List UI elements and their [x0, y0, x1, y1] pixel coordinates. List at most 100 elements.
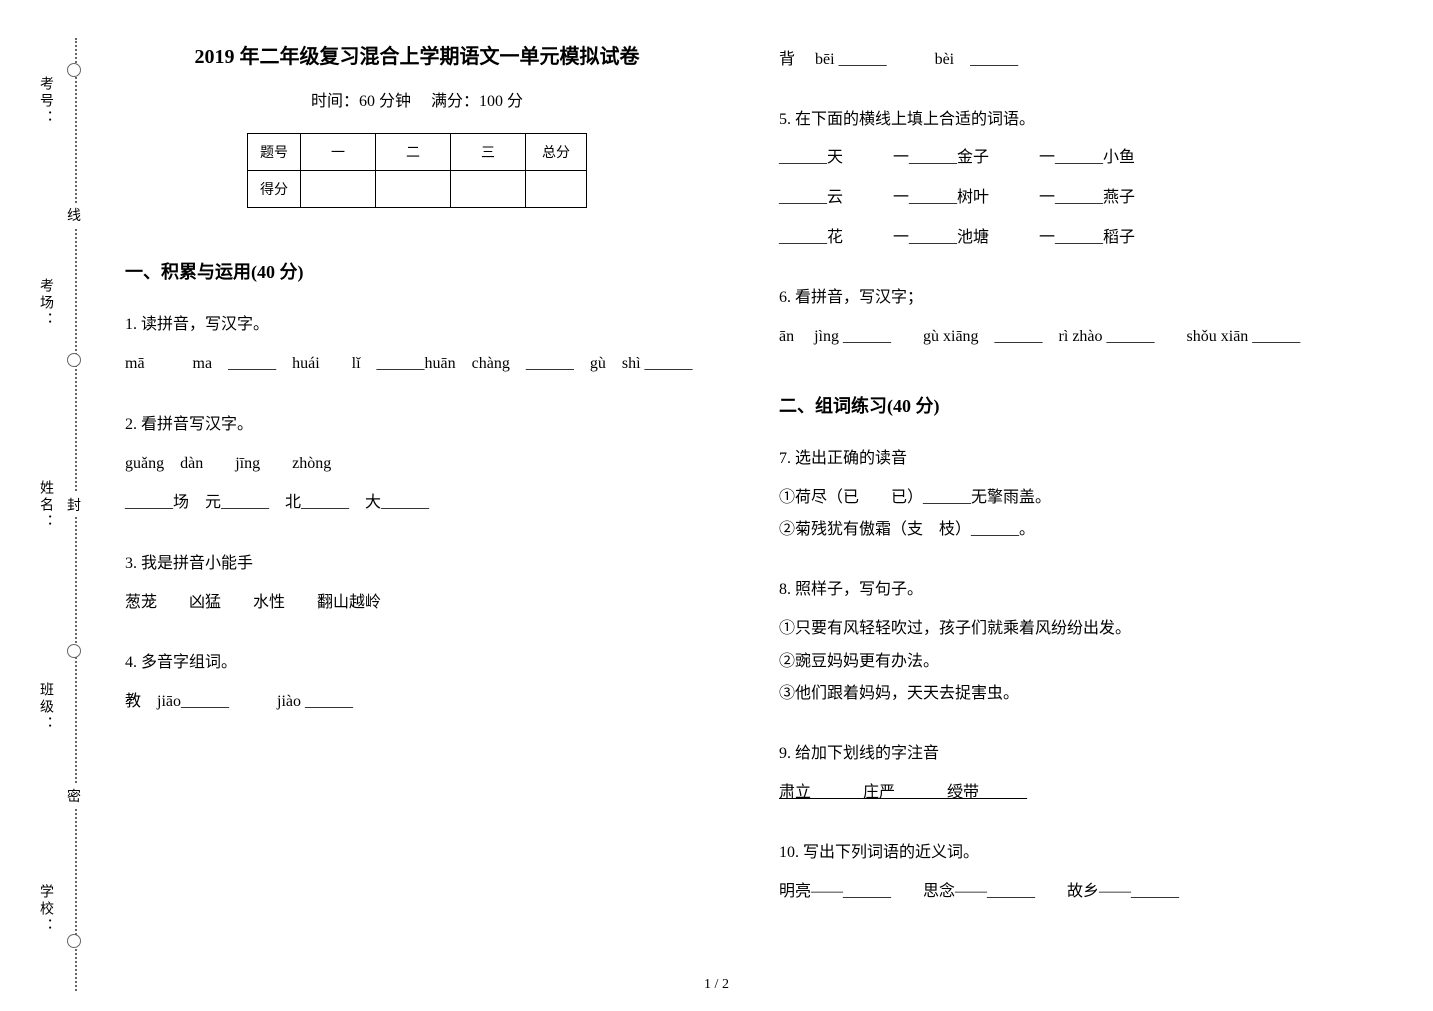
- page-content: 2019 年二年级复习混合上学期语文一单元模拟试卷 时间：60 分钟 满分：10…: [125, 40, 1363, 981]
- label-xuexiao: 学校：: [35, 884, 55, 935]
- q5-col2: 一______金子 一______树叶 一______池塘: [893, 142, 989, 254]
- q2-row2: ______场 元______ 北______ 大______: [125, 486, 709, 520]
- label-kaochang: 考场：: [35, 278, 55, 329]
- question-5: 5. 在下面的横线上填上合适的词语。 ______天 ______云 _____…: [779, 104, 1363, 254]
- q3-text: 我是拼音小能手: [141, 555, 253, 572]
- question-6: 6. 看拼音，写汉字； ān jìng ______ gù xiāng ____…: [779, 282, 1363, 354]
- q3-words: 葱茏 凶猛 水性 翻山越岭: [125, 586, 709, 620]
- q5-c2-1: 一______金子: [893, 142, 989, 174]
- question-2: 2. 看拼音写汉字。 guǎng dàn jīng zhòng ______场 …: [125, 409, 709, 520]
- td-blank: [301, 171, 376, 208]
- exam-subtitle: 时间：60 分钟 满分：100 分: [125, 87, 709, 111]
- circle-marker: [67, 644, 81, 658]
- q5-c1-2: ______云: [779, 182, 843, 214]
- q4-text: 多音字组词。: [141, 654, 237, 671]
- q5-c2-3: 一______池塘: [893, 222, 989, 254]
- td-defen: 得分: [248, 171, 301, 208]
- label-xingming: 姓名：: [35, 480, 55, 531]
- td-blank: [376, 171, 451, 208]
- td-blank: [451, 171, 526, 208]
- exam-title: 2019 年二年级复习混合上学期语文一单元模拟试卷: [125, 40, 709, 69]
- q9-p2: ______ 庄严: [811, 784, 895, 801]
- q7-num: 7.: [779, 450, 791, 467]
- q4-num: 4.: [125, 654, 137, 671]
- label-banji: 班级：: [35, 682, 55, 733]
- q9-p1: 肃立: [779, 784, 811, 801]
- seal-char-mi: 密: [67, 784, 81, 808]
- q7-line1: ①荷尽（已 已）______无擎雨盖。: [779, 481, 1363, 515]
- q9-p3: ______ 绶带: [895, 784, 979, 801]
- q5-c3-1: 一______小鱼: [1039, 142, 1135, 174]
- q8-line1: ①只要有风轻轻吹过，孩子们就乘着风纷纷出发。: [779, 612, 1363, 646]
- q5-c3-3: 一______稻子: [1039, 222, 1135, 254]
- q8-text: 照样子，写句子。: [795, 581, 923, 598]
- table-row: 题号 一 二 三 总分: [248, 134, 587, 171]
- circle-marker: [67, 353, 81, 367]
- q2-row1: guǎng dàn jīng zhòng: [125, 447, 709, 481]
- q8-line3: ③他们跟着妈妈，天天去捉害虫。: [779, 678, 1363, 710]
- score-table: 题号 一 二 三 总分 得分: [247, 133, 587, 208]
- th-er: 二: [376, 134, 451, 171]
- th-yi: 一: [301, 134, 376, 171]
- circle-marker: [67, 63, 81, 77]
- q3-num: 3.: [125, 555, 137, 572]
- q8-num: 8.: [779, 581, 791, 598]
- q5-col1: ______天 ______云 ______花: [779, 142, 843, 254]
- section2-title: 二、组词练习(40 分): [779, 392, 1363, 418]
- th-san: 三: [451, 134, 526, 171]
- q8-line2: ②豌豆妈妈更有办法。: [779, 646, 1363, 678]
- question-4: 4. 多音字组词。 教 jiāo______ jiào ______: [125, 647, 709, 719]
- section1-title: 一、积累与运用(40 分): [125, 258, 709, 284]
- question-1: 1. 读拼音，写汉字。 mā ma ______ huái lǐ ______h…: [125, 309, 709, 381]
- q5-c1-1: ______天: [779, 142, 843, 174]
- page-number: 1 / 2: [704, 977, 729, 993]
- q4-line2-label: 背: [779, 51, 795, 68]
- seal-line-markers: 线 封 密: [67, 0, 81, 1011]
- q2-num: 2.: [125, 416, 137, 433]
- q4-line2: bēi ______ bèi ______: [815, 51, 1018, 68]
- right-column: 背 bēi ______ bèi ______ 5. 在下面的横线上填上合适的词…: [779, 40, 1363, 981]
- q4-line1: 教 jiāo______ jiào ______: [125, 685, 709, 719]
- fullscore-label: 满分：100 分: [431, 93, 523, 110]
- q5-text: 在下面的横线上填上合适的词语。: [795, 111, 1035, 128]
- left-column: 2019 年二年级复习混合上学期语文一单元模拟试卷 时间：60 分钟 满分：10…: [125, 40, 709, 981]
- q5-c1-3: ______花: [779, 222, 843, 254]
- q5-num: 5.: [779, 111, 791, 128]
- question-4-continued: 背 bēi ______ bèi ______: [779, 44, 1363, 76]
- question-8: 8. 照样子，写句子。 ①只要有风轻轻吹过，孩子们就乘着风纷纷出发。 ②豌豆妈妈…: [779, 574, 1363, 710]
- th-zongfen: 总分: [526, 134, 587, 171]
- q9-text: 给加下划线的字注音: [795, 745, 939, 762]
- q10-num: 10.: [779, 844, 799, 861]
- q10-content: 明亮——______ 思念——______ 故乡——______: [779, 875, 1363, 909]
- q1-content: mā ma ______ huái lǐ ______huān chàng __…: [125, 347, 709, 381]
- circle-marker: [67, 934, 81, 948]
- q7-text: 选出正确的读音: [795, 450, 907, 467]
- seal-char-xian: 线: [67, 203, 81, 227]
- q9-content: 肃立______ 庄严______ 绶带______: [779, 776, 1363, 810]
- td-blank: [526, 171, 587, 208]
- seal-char-feng: 封: [67, 493, 81, 517]
- q9-p4: ______: [979, 784, 1027, 801]
- th-tihao: 题号: [248, 134, 301, 171]
- label-kaohao: 考号：: [35, 76, 55, 127]
- q7-line2: ②菊残犹有傲霜（支 枝）______。: [779, 514, 1363, 546]
- q6-num: 6.: [779, 289, 791, 306]
- q5-c2-2: 一______树叶: [893, 182, 989, 214]
- q5-col3: 一______小鱼 一______燕子 一______稻子: [1039, 142, 1135, 254]
- question-10: 10. 写出下列词语的近义词。 明亮——______ 思念——______ 故乡…: [779, 837, 1363, 909]
- question-7: 7. 选出正确的读音 ①荷尽（已 已）______无擎雨盖。 ②菊残犹有傲霜（支…: [779, 443, 1363, 547]
- question-3: 3. 我是拼音小能手 葱茏 凶猛 水性 翻山越岭: [125, 548, 709, 620]
- q6-content: ān jìng ______ gù xiāng ______ rì zhào _…: [779, 320, 1363, 354]
- table-row: 得分: [248, 171, 587, 208]
- q1-num: 1.: [125, 316, 137, 333]
- q5-grid: ______天 ______云 ______花 一______金子 一_____…: [779, 142, 1363, 254]
- question-9: 9. 给加下划线的字注音 肃立______ 庄严______ 绶带______: [779, 738, 1363, 810]
- q6-text: 看拼音，写汉字；: [795, 289, 923, 306]
- q9-num: 9.: [779, 745, 791, 762]
- time-label: 时间：60 分钟: [311, 93, 411, 110]
- binding-labels: 考号： 考场： 姓名： 班级： 学校：: [30, 0, 60, 1011]
- q2-text: 看拼音写汉字。: [141, 416, 253, 433]
- q5-c3-2: 一______燕子: [1039, 182, 1135, 214]
- q10-text: 写出下列词语的近义词。: [803, 844, 979, 861]
- q1-text: 读拼音，写汉字。: [141, 316, 269, 333]
